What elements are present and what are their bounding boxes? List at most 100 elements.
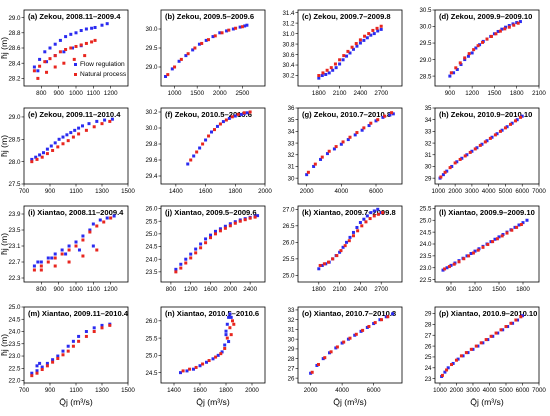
flow-regulation-point [92,326,96,330]
natural-process-point [102,220,106,224]
panel-f: (f) Zekou, 2010.5–2010.6 1400 1600 1800 2000… [145,107,272,195]
flow-regulation-point [177,59,181,63]
flow-regulation-point [90,26,94,30]
y-tick-label: 24.0 [8,329,21,336]
natural-process-point [457,260,461,264]
flow-regulation-point [325,152,329,156]
y-axis-label: h̄j (m) [0,334,9,356]
flow-regulation-point [315,363,319,367]
flow-regulation-point [35,364,39,368]
natural-process-point [204,241,208,245]
x-tick-label: 2100 [333,286,347,293]
flow-regulation-point [61,349,65,353]
natural-process-point [81,254,85,258]
flow-regulation-point [345,240,349,244]
flow-regulation-point [388,113,392,117]
flow-regulation-point [466,351,470,355]
flow-regulation-point [339,142,343,146]
flow-regulation-point [30,371,34,375]
natural-process-point [368,217,372,221]
y-tick-label: 29.5 [145,45,158,52]
y-tick-label: 25.5 [282,256,295,263]
flow-regulation-point [38,57,42,61]
natural-process-point [231,319,234,323]
natural-process-point [223,226,227,230]
natural-process-point [316,362,320,366]
y-tick-label: 25.0 [8,304,21,311]
flow-regulation-point [73,128,77,132]
flow-regulation-point [451,361,455,365]
natural-process-point [40,155,44,159]
plot-frame [160,306,266,384]
flow-regulation-point [327,71,331,75]
natural-process-point [207,359,211,363]
natural-process-point [489,334,493,338]
x-tick-label: 700 [19,188,30,195]
x-tick-label: 6000 [367,387,381,394]
y-tick-label: 28.5 [8,136,21,143]
flow-regulation-point [320,263,324,267]
natural-process-point [350,45,354,49]
natural-process-point [77,339,81,343]
y-tick-label: 23.5 [8,341,21,348]
natural-process-point [234,26,238,30]
natural-process-point [53,65,57,69]
plot-frame [297,9,403,87]
panel-title: (n) Xiantao, 2010.5–2010.6 [165,309,259,318]
natural-process-point [39,268,43,272]
x-tick-label: 1000 [433,387,447,394]
flow-regulation-point [213,229,217,233]
natural-process-point [48,57,52,61]
y-tick-label: 22.5 [8,365,21,372]
flow-regulation-point [497,235,501,239]
natural-process-point [494,331,498,335]
natural-process-point [232,322,236,326]
x-tick-label: 1600 [204,286,218,293]
flow-regulation-point [496,331,500,335]
y-tick-label: 34 [288,129,295,136]
plot-frame [434,306,540,384]
x-tick-label: 5000 [499,387,513,394]
natural-process-point [201,142,205,146]
natural-process-point [519,223,523,227]
x-tick-label: 1300 [95,387,109,394]
natural-process-point [71,344,75,348]
natural-process-point [447,265,451,269]
flow-regulation-point [197,42,201,46]
flow-regulation-point [470,149,474,153]
flow-regulation-point [359,329,363,333]
y-tick-label: 35 [288,117,295,124]
flow-regulation-point [459,63,463,67]
natural-process-point [45,70,49,74]
flow-regulation-point [105,216,109,220]
y-tick-label: 22.7 [8,259,21,266]
x-tick-label: 1800 [516,286,530,293]
y-tick-label: 30.6 [282,52,295,59]
flow-regulation-point [384,315,388,319]
x-tick-label: 7000 [532,387,546,394]
natural-process-point [100,122,104,126]
x-tick-label: 2000 [258,188,272,195]
y-tick-label: 26.5 [282,223,295,230]
flow-regulation-point [469,252,473,255]
natural-process-point [209,236,213,240]
flow-regulation-point [216,353,220,357]
flow-regulation-point [489,240,493,244]
y-tick-label: 30.2 [282,73,295,80]
y-tick-label: 23.5 [8,227,21,234]
natural-process-point [248,216,252,220]
flow-regulation-point [505,125,509,129]
natural-process-point [360,224,364,228]
natural-process-point [194,365,198,369]
flow-regulation-point [340,341,344,345]
natural-process-point [383,114,387,118]
natural-process-point [40,368,44,372]
x-tick-label: 2000 [223,286,237,293]
flow-regulation-point [223,224,227,228]
x-tick-label: 1200 [465,90,479,97]
x-tick-label: 1100 [87,90,101,97]
natural-process-point [84,128,88,132]
natural-process-point [184,261,188,265]
natural-process-point [243,218,247,222]
